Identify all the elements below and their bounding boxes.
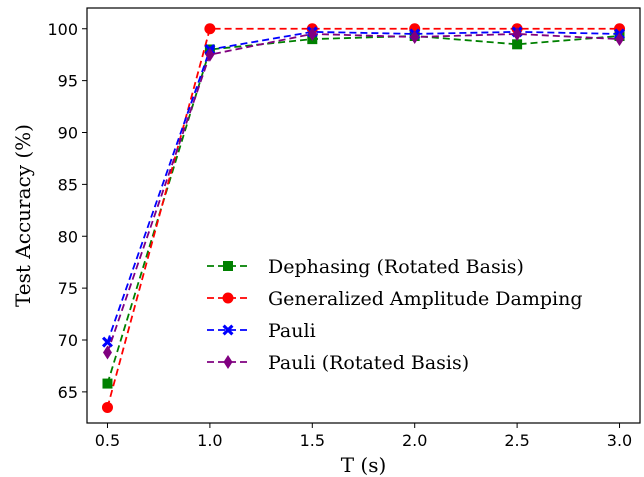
x-tick-label: 2.5	[504, 431, 529, 450]
data-point	[205, 47, 215, 62]
legend-label: Pauli (Rotated Basis)	[268, 352, 469, 374]
y-axis-title: Test Accuracy (%)	[11, 124, 35, 307]
data-point	[101, 401, 113, 413]
y-tick-label: 100	[47, 20, 78, 39]
axis-ticks: 0.5 1.0 1.5 2.0 2.5 3.0 65 70 75 80 85 90 95 100	[47, 20, 632, 450]
x-tick-label: 3.0	[607, 431, 632, 450]
data-point	[512, 26, 522, 41]
y-tick-label: 75	[58, 279, 78, 298]
x-tick-label: 0.5	[95, 431, 120, 450]
plot-frame	[86, 7, 641, 424]
y-tick-label: 80	[58, 227, 78, 246]
legend-entry: Dephasing (Rotated Basis)	[207, 256, 524, 278]
legend-marker	[223, 261, 233, 271]
x-axis-title: T (s)	[341, 453, 387, 477]
series-line	[106, 27, 620, 408]
data-point	[101, 336, 113, 348]
data-point	[615, 32, 625, 47]
series-line	[106, 30, 620, 343]
data-point	[410, 30, 420, 45]
legend-marker	[223, 355, 233, 369]
data-point	[512, 39, 523, 50]
series-1	[102, 31, 625, 389]
y-tick-label: 90	[58, 124, 78, 143]
y-tick-label: 70	[58, 331, 78, 350]
series-4	[102, 26, 625, 360]
data-point	[102, 378, 113, 389]
x-tick-label: 1.5	[300, 431, 325, 450]
legend-entry: Pauli (Rotated Basis)	[207, 352, 469, 374]
legend-marker	[222, 324, 234, 336]
data-point	[102, 345, 112, 360]
data-point	[204, 23, 216, 35]
legend-entry: Generalized Amplitude Damping	[207, 288, 583, 310]
y-tick-label: 85	[58, 175, 78, 194]
series-layer	[101, 23, 626, 413]
y-tick-label: 65	[58, 383, 78, 402]
x-tick-label: 2.0	[402, 431, 427, 450]
x-tick-label: 1.0	[197, 431, 222, 450]
legend-entry: Pauli	[207, 320, 316, 342]
y-tick-label: 95	[58, 72, 78, 91]
series-line	[106, 33, 620, 353]
legend-label: Pauli	[268, 320, 316, 342]
legend-label: Generalized Amplitude Damping	[268, 288, 583, 310]
legend-label: Dephasing (Rotated Basis)	[268, 256, 524, 278]
series-line	[106, 35, 620, 384]
legend: Dephasing (Rotated Basis) Generalized Amp…	[207, 256, 583, 374]
data-point	[307, 26, 317, 41]
legend-marker	[222, 292, 234, 304]
